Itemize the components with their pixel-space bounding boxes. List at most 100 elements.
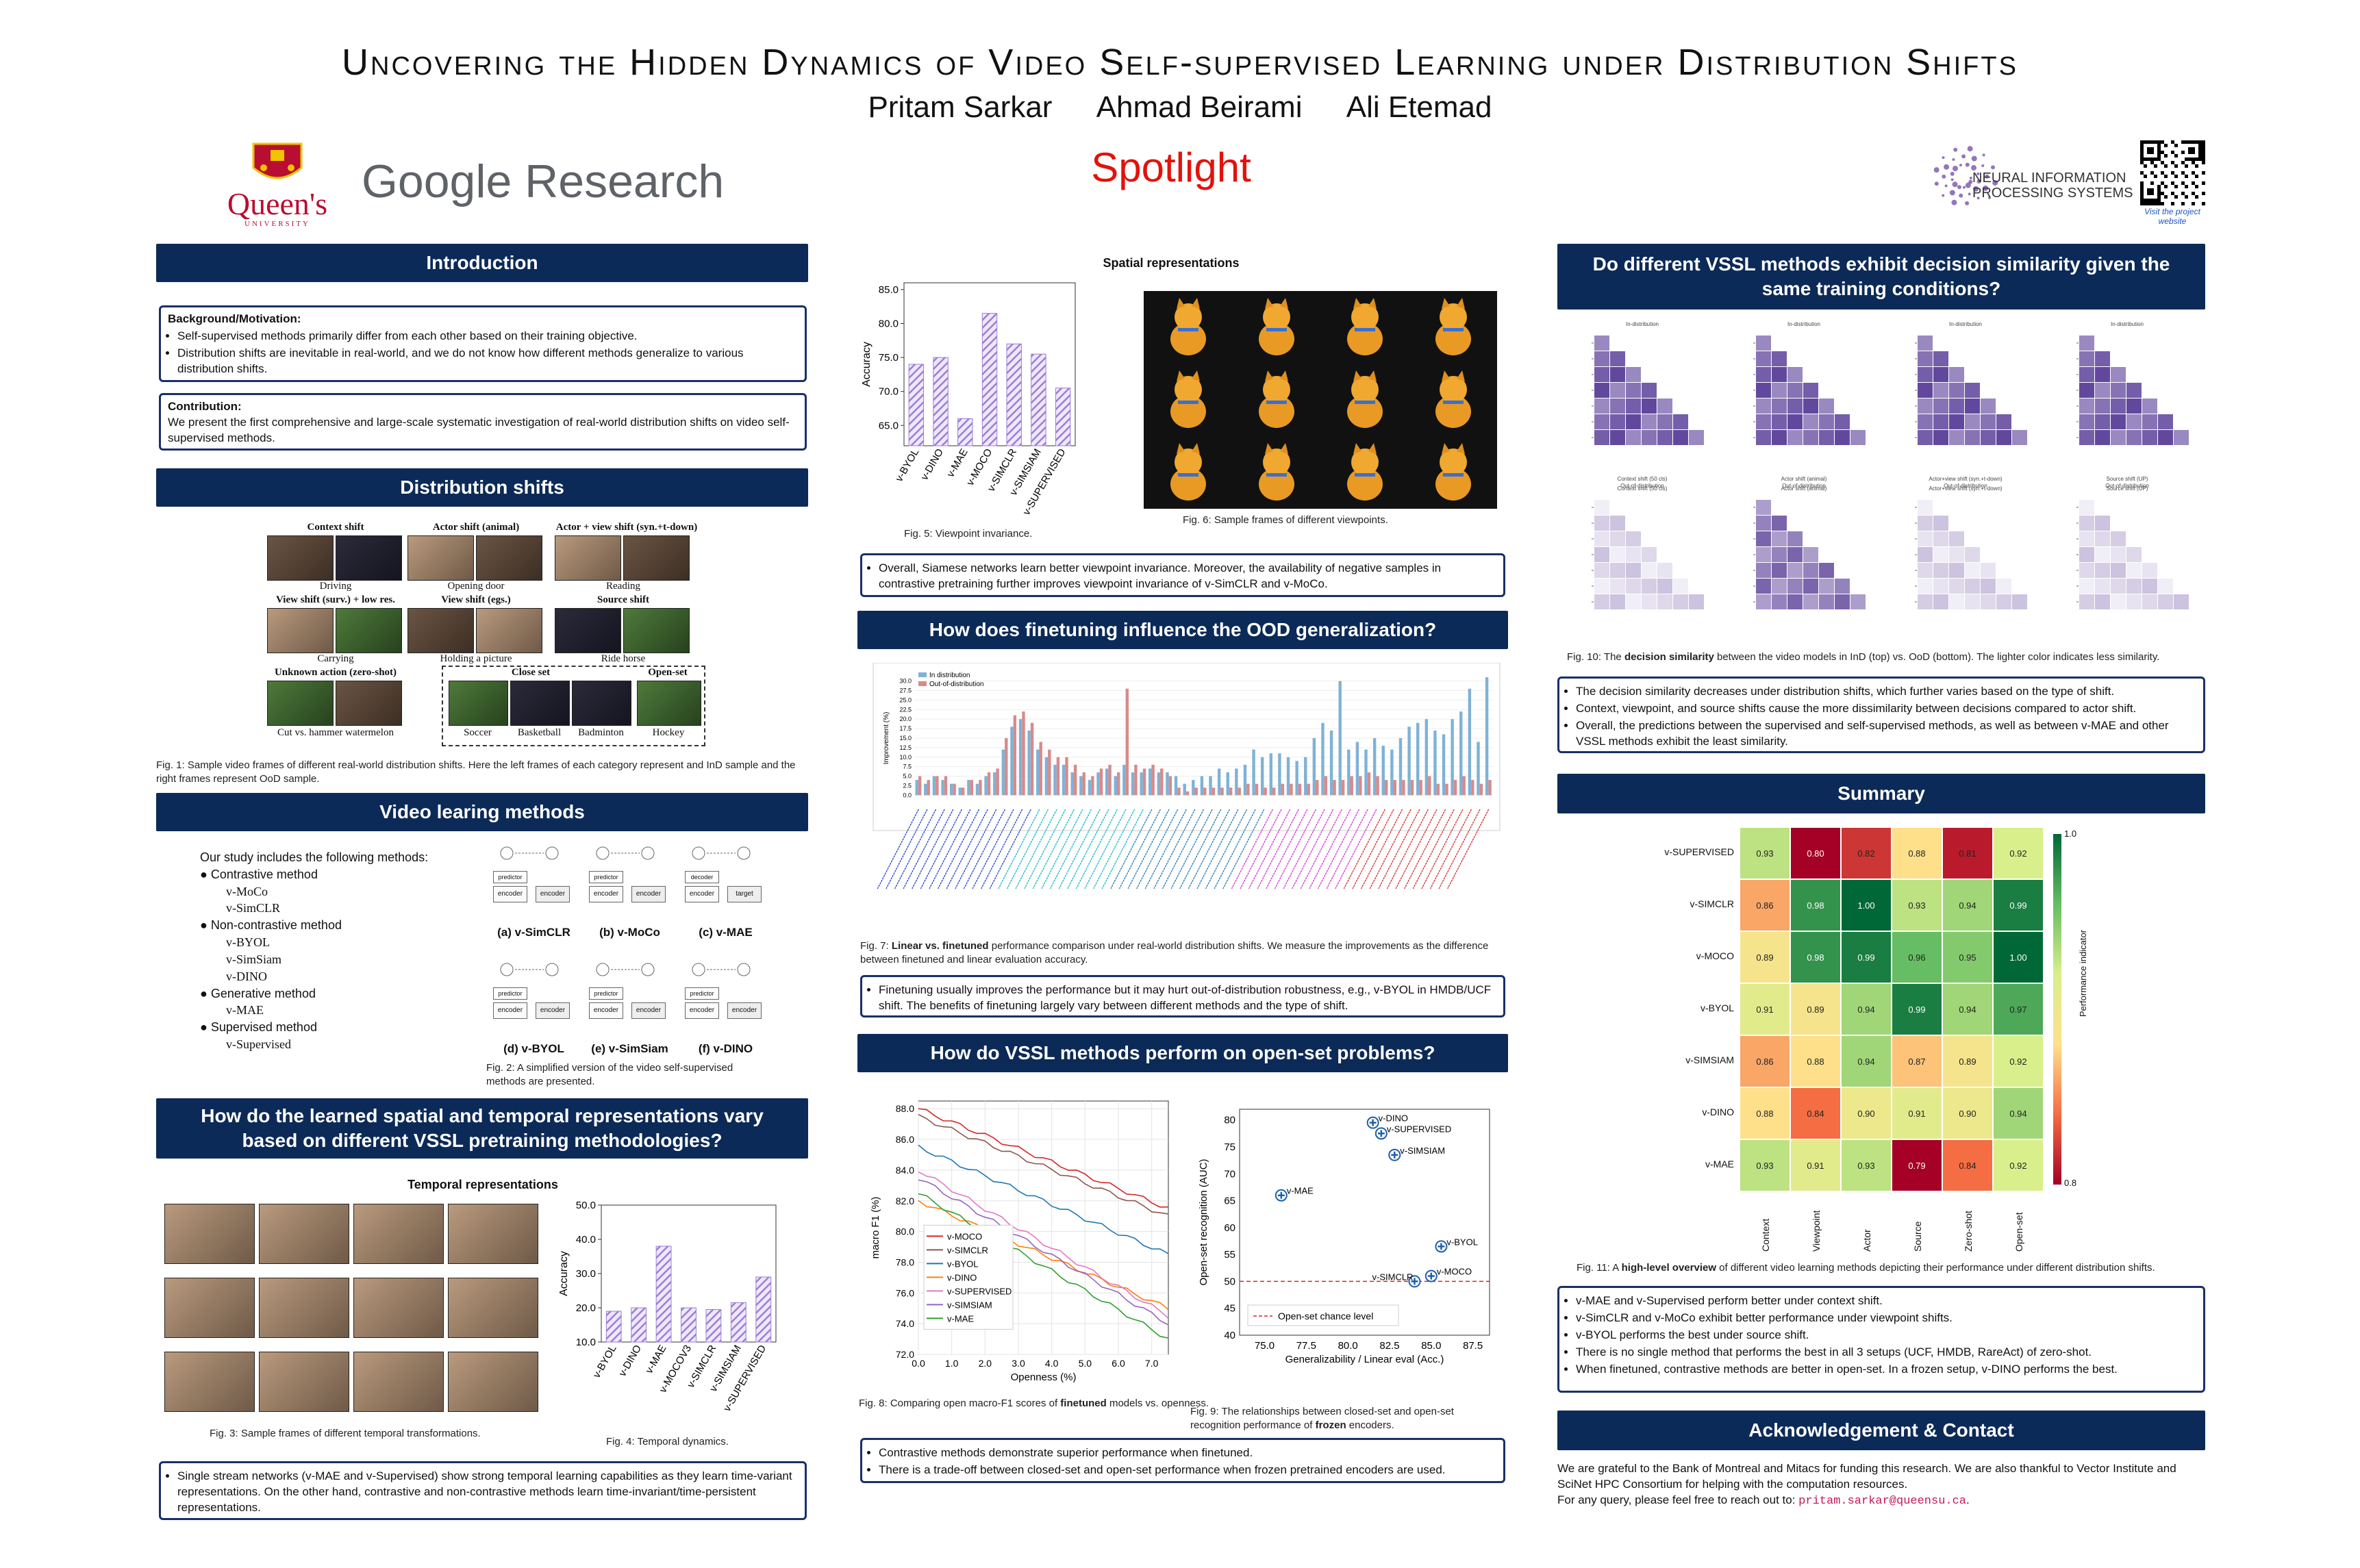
x-tick-label-mark <box>1101 809 1144 889</box>
qr-module <box>2195 175 2198 178</box>
similarity-cell <box>2111 414 2126 429</box>
finetune-note: Finetuning usually improves the performa… <box>860 975 1505 1017</box>
caption-prefix: Fig. 8: Comparing open macro-F1 scores o… <box>859 1398 1061 1409</box>
qr-caption[interactable]: Visit the project website <box>2144 207 2200 226</box>
y-tick-label: 76.0 <box>896 1287 914 1298</box>
similarity-cell <box>1965 383 1980 398</box>
section-distribution-shifts: Distribution shifts <box>156 468 808 507</box>
qr-module <box>2140 171 2144 175</box>
bar <box>944 776 948 796</box>
method-diagram-label: (b) v-MoCo <box>599 926 660 939</box>
neurips-dot <box>1981 164 1985 168</box>
neurips-dot <box>1961 154 1966 159</box>
fig9-closed-open-chart: 40 45 50 55 60 65 70 75 80 75.0 77.5 80.0 82.5 85.0 87… <box>1198 1109 1490 1365</box>
frame-image <box>164 1352 255 1412</box>
heatmap-cell: 0.96 <box>1892 931 1942 983</box>
bar <box>1393 780 1396 796</box>
x-tick-label: 6.0 <box>1112 1358 1125 1369</box>
qr-module <box>2171 151 2174 154</box>
author-name: Ahmad Beirami <box>1096 90 1303 124</box>
method-diagram-arrows <box>596 963 655 976</box>
similarity-cell <box>2095 563 2110 578</box>
similarity-cell <box>1594 547 1609 562</box>
frame-image <box>336 535 402 581</box>
x-tick-label-mark <box>1136 809 1179 889</box>
email-link[interactable]: pritam.sarkar@queensu.ca <box>1798 1494 1967 1508</box>
scatter-point-cross <box>1277 1191 1285 1199</box>
y-tick-label: 10.0 <box>899 754 912 761</box>
heatmap-cell: 0.90 <box>1942 1087 1993 1139</box>
similarity-cell <box>1835 430 1850 445</box>
x-tick-label-mark <box>1162 809 1205 889</box>
x-tick-label-mark <box>1283 809 1325 889</box>
temporal-note: Single stream networks (v-MAE and v-Supe… <box>159 1461 807 1520</box>
qr-module <box>2198 140 2202 144</box>
qr-module <box>2140 151 2144 154</box>
neurips-dot <box>1983 185 1989 191</box>
similarity-cell <box>1933 579 1948 594</box>
bar <box>1442 734 1446 796</box>
point-label: v-DINO <box>1379 1113 1408 1124</box>
similarity-cell <box>2079 383 2094 398</box>
openset-note-item: Contrastive methods demonstrate superior… <box>879 1445 1496 1461</box>
similarity-cell <box>2142 563 2157 578</box>
frame-label: Driving <box>319 581 352 592</box>
bar <box>730 1302 746 1343</box>
qr-module <box>2188 147 2192 151</box>
method-diagram-arrows <box>596 846 655 860</box>
bar <box>1142 768 1146 796</box>
y-tick-label: 86.0 <box>896 1134 914 1145</box>
summary-note-item: v-MAE and v-Supervised perform better un… <box>1576 1293 2196 1309</box>
similarity-cell <box>1803 383 1818 398</box>
bar <box>1005 738 1008 796</box>
spatial-note-item: Overall, Siamese networks learn better v… <box>879 561 1496 592</box>
qr-module <box>2150 188 2154 192</box>
similarity-cell <box>1756 336 1771 351</box>
qr-module <box>2171 161 2174 164</box>
heatmap-cell: 0.94 <box>1841 1035 1892 1087</box>
group-label: View shift (surv.) + low res. <box>276 594 395 605</box>
qr-module <box>2195 164 2198 168</box>
scatter-point-cross <box>1377 1130 1385 1137</box>
similarity-cell <box>1610 579 1625 594</box>
similarity-cell <box>1756 367 1771 382</box>
group-label: Open-set <box>648 667 688 678</box>
similarity-cell <box>1626 563 1641 578</box>
similarity-cell <box>1610 383 1625 398</box>
similarity-cell <box>2142 430 2157 445</box>
bar <box>1229 787 1233 796</box>
x-tick-label-mark <box>903 809 945 889</box>
heatmap-cell: 0.82 <box>1841 827 1892 879</box>
author-list: Pritam Sarkar Ahmad Beirami Ali Etemad <box>0 90 2360 125</box>
similarity-cell <box>1918 383 1933 398</box>
decision-note-item: Context, viewpoint, and source shifts ca… <box>1576 701 2196 717</box>
bar <box>605 1311 622 1343</box>
bar <box>908 364 925 446</box>
qr-module <box>2157 199 2161 202</box>
qr-code[interactable] <box>2140 140 2205 205</box>
similarity-cell <box>1594 594 1609 609</box>
bar <box>1177 787 1181 796</box>
y-tick-label: 20.0 <box>899 716 912 722</box>
similarity-cell <box>1933 563 1948 578</box>
qr-module <box>2181 202 2185 205</box>
spatial-note: Overall, Siamese networks learn better v… <box>860 553 1505 597</box>
neurips-dot <box>1976 172 1980 175</box>
panel-title: Actor+view shift (syn.+t-down) <box>1929 485 2002 492</box>
method-diagram-box: encoder <box>631 1002 666 1019</box>
similarity-cell <box>1626 414 1641 429</box>
y-tick-label: 82.0 <box>896 1196 914 1206</box>
x-tick-label-mark <box>1421 809 1464 889</box>
fig11-caption: Fig. 11: A high-level overview of differ… <box>1577 1261 2200 1275</box>
qr-module <box>2181 192 2185 195</box>
background-title: Background/Motivation: <box>168 312 301 325</box>
cat-figurine-icon <box>1170 443 1206 501</box>
neurips-dot <box>1944 184 1948 188</box>
qr-module <box>2185 175 2188 178</box>
x-tick-label-mark <box>955 809 997 889</box>
qr-module <box>2174 144 2178 147</box>
similarity-cell <box>1642 579 1657 594</box>
frame-image <box>267 608 334 653</box>
x-tick-label: 3.0 <box>1012 1358 1025 1369</box>
bar <box>918 776 922 796</box>
